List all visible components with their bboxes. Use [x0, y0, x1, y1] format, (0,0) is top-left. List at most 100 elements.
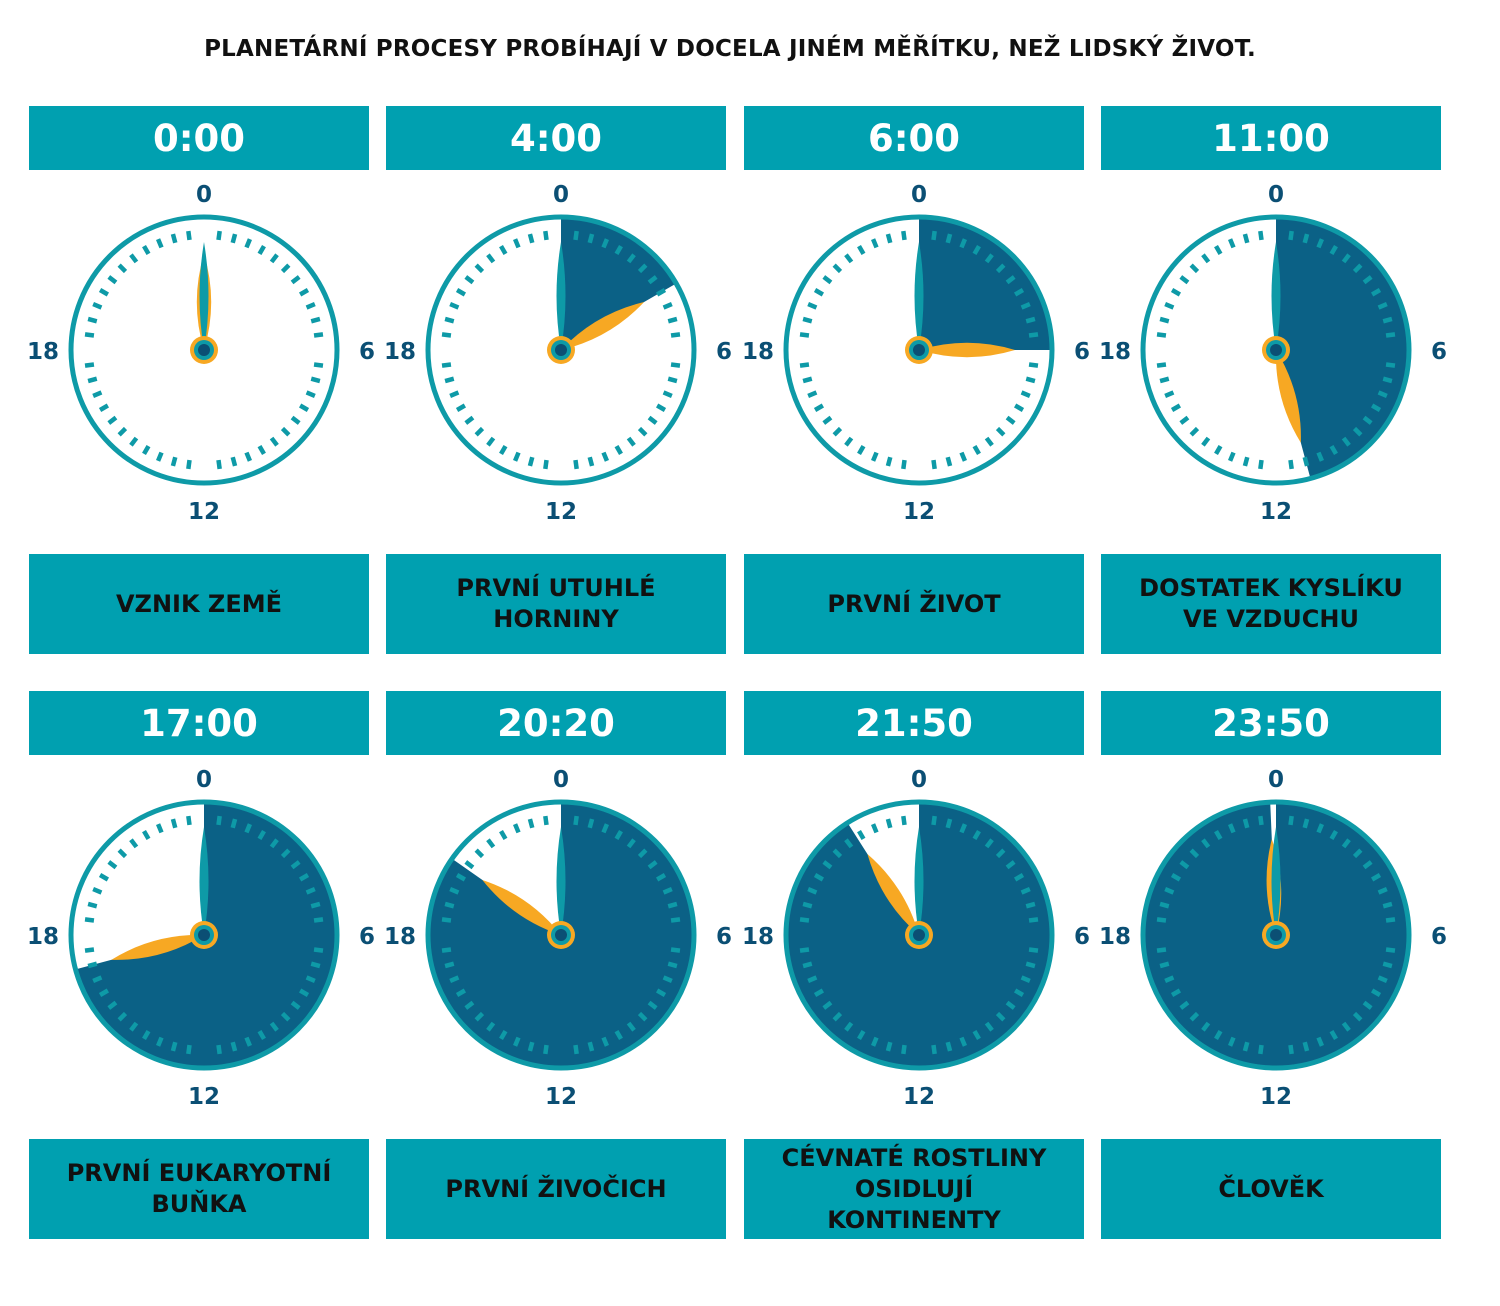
- tick-mark: [1014, 403, 1025, 412]
- tick-mark: [1302, 233, 1310, 244]
- tick-mark: [844, 1021, 854, 1032]
- tick-mark: [129, 838, 139, 849]
- tick-mark: [1242, 818, 1250, 829]
- tick-mark: [464, 415, 475, 425]
- event-label: CÉVNATÉ ROSTLINY OSIDLUJÍ KONTINENTY: [744, 1139, 1084, 1239]
- tick-mark: [995, 848, 1006, 859]
- tick-mark: [1025, 961, 1036, 969]
- clock-face: 0 6 12 18: [742, 767, 1090, 1110]
- tick-mark: [543, 459, 549, 470]
- tick-mark: [662, 886, 673, 895]
- tick-mark: [1352, 263, 1363, 274]
- tick-mark: [1371, 988, 1382, 997]
- tick-mark: [1014, 988, 1025, 997]
- tick-mark: [269, 1021, 279, 1032]
- tick-mark: [1341, 436, 1351, 447]
- tick-mark: [455, 873, 466, 882]
- tick-mark: [1258, 815, 1264, 826]
- tick-mark: [455, 988, 466, 997]
- tick-mark: [844, 838, 854, 849]
- tick-mark: [186, 1044, 192, 1055]
- tick-mark: [84, 332, 95, 338]
- tick-mark: [959, 823, 968, 834]
- tick-mark: [87, 961, 98, 969]
- time-box: 4:00: [386, 106, 726, 170]
- minute-hand: [199, 242, 209, 350]
- clock-ring: [783, 799, 1055, 1071]
- tick-mark: [857, 445, 866, 456]
- tick-mark: [230, 1041, 238, 1052]
- tick-mark: [142, 445, 151, 456]
- tick-mark: [512, 451, 521, 462]
- tick-mark: [87, 376, 98, 384]
- tick-mark: [464, 1000, 475, 1010]
- tick-mark: [802, 901, 813, 909]
- tick-mark: [1025, 316, 1036, 324]
- tick-mark: [512, 238, 521, 249]
- tick-mark: [647, 415, 658, 425]
- tick-mark: [155, 238, 164, 249]
- tick-mark: [901, 1044, 907, 1055]
- tick-mark: [1201, 436, 1211, 447]
- event-label: PRVNÍ ŽIVOČICH: [386, 1139, 726, 1239]
- tick-mark: [614, 244, 623, 255]
- tick-mark: [670, 332, 681, 338]
- tick-mark: [984, 253, 994, 264]
- time-box: 20:20: [386, 691, 726, 755]
- tick-mark: [449, 886, 460, 895]
- tick-mark: [1227, 451, 1236, 462]
- tick-mark: [1242, 1041, 1250, 1052]
- dial-number-left: 18: [1099, 339, 1131, 365]
- tick-mark: [216, 459, 222, 470]
- center-hub-dot: [198, 344, 210, 356]
- clock-ring: [425, 214, 697, 486]
- tick-mark: [499, 244, 508, 255]
- tick-mark: [1028, 917, 1039, 923]
- event-label: DOSTATEK KYSLÍKU VE VZDUCHU: [1101, 554, 1441, 654]
- tick-mark: [170, 1041, 178, 1052]
- tick-mark: [656, 288, 667, 297]
- tick-mark: [832, 848, 843, 859]
- tick-mark: [444, 376, 455, 384]
- tick-mark: [1288, 1044, 1294, 1055]
- tick-mark: [257, 244, 266, 255]
- hour-hand: [1275, 350, 1301, 443]
- tick-mark: [1159, 901, 1170, 909]
- dial-number-left: 18: [27, 339, 59, 365]
- tick-mark: [667, 316, 678, 324]
- tick-mark: [305, 886, 316, 895]
- tick-mark: [1028, 332, 1039, 338]
- tick-mark: [84, 362, 95, 368]
- tick-mark: [587, 456, 595, 467]
- tick-mark: [1201, 1021, 1211, 1032]
- minute-hand: [1271, 827, 1281, 935]
- tick-mark: [1385, 332, 1396, 338]
- tick-mark: [310, 376, 321, 384]
- tick-mark: [155, 451, 164, 462]
- tick-mark: [87, 901, 98, 909]
- tick-mark: [257, 829, 266, 840]
- tick-mark: [527, 818, 535, 829]
- tick-mark: [543, 815, 549, 826]
- tick-mark: [885, 456, 893, 467]
- tick-mark: [1352, 426, 1363, 437]
- tick-mark: [117, 1011, 128, 1022]
- tick-mark: [280, 263, 291, 274]
- tick-mark: [305, 975, 316, 984]
- tick-mark: [667, 376, 678, 384]
- dial-number-right: 6: [1074, 339, 1090, 365]
- tick-mark: [230, 818, 238, 829]
- tick-mark: [1156, 947, 1167, 953]
- minute-hand: [1271, 242, 1281, 350]
- tick-mark: [799, 362, 810, 368]
- dial-number-top: 0: [1268, 182, 1284, 208]
- tick-mark: [512, 1036, 521, 1047]
- tick-mark: [972, 829, 981, 840]
- tick-mark: [1189, 426, 1200, 437]
- tick-mark: [1362, 860, 1373, 870]
- tick-mark: [1164, 886, 1175, 895]
- tick-mark: [637, 426, 648, 437]
- tick-mark: [527, 233, 535, 244]
- tick-mark: [543, 1044, 549, 1055]
- tick-mark: [1159, 316, 1170, 324]
